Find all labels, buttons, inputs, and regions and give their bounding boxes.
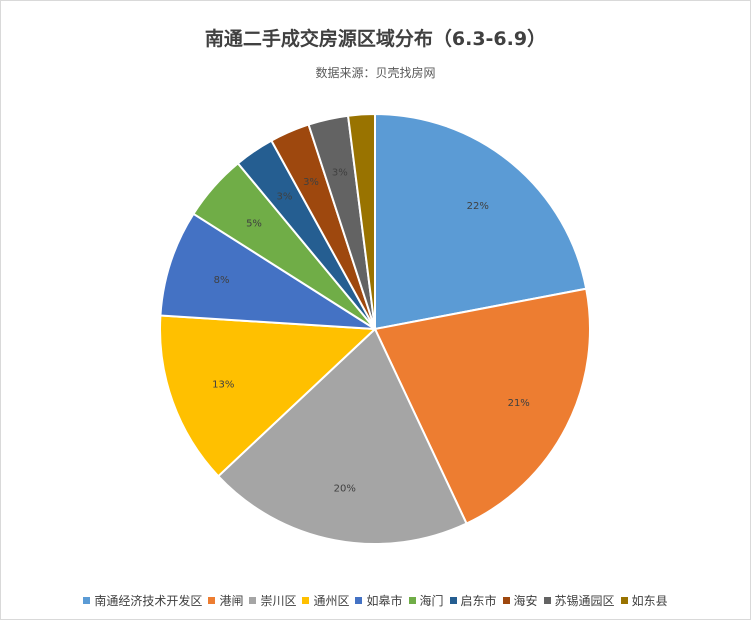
data-label: 3% — [303, 177, 319, 188]
legend-swatch — [355, 597, 363, 604]
data-label: 22% — [467, 201, 489, 212]
data-label: 5% — [246, 218, 262, 229]
legend-swatch — [408, 597, 416, 604]
legend-swatch — [302, 597, 310, 604]
legend-item: 通州区 — [302, 592, 349, 609]
data-label: 3% — [332, 168, 348, 179]
legend-label: 海安 — [513, 594, 538, 608]
legend-label: 如东县 — [631, 594, 668, 608]
legend-swatch — [449, 597, 457, 604]
legend-label: 苏锡通园区 — [554, 594, 615, 608]
legend-swatch — [543, 597, 551, 604]
legend-label: 通州区 — [313, 594, 350, 608]
legend-label: 南通经济技术开发区 — [94, 594, 203, 608]
data-label: 13% — [212, 380, 234, 391]
legend-item: 海安 — [502, 592, 538, 609]
chart-title: 南通二手成交房源区域分布（6.3-6.9） — [204, 28, 547, 50]
legend-swatch — [208, 597, 216, 604]
pie-slice — [159, 212, 376, 330]
data-label: 3% — [276, 192, 292, 203]
legend-label: 港闸 — [219, 594, 244, 608]
legend-item: 苏锡通园区 — [543, 592, 615, 609]
pie-slice — [346, 112, 376, 330]
data-label: 20% — [334, 483, 356, 494]
legend-swatch — [249, 597, 257, 604]
chart-subtitle: 数据来源：贝壳找房网 — [315, 66, 436, 80]
legend-item: 海门 — [408, 592, 444, 609]
pie-slice — [216, 327, 468, 546]
legend-label: 崇川区 — [260, 594, 297, 608]
legend-swatch — [620, 597, 628, 604]
legend-swatch — [83, 597, 91, 604]
legend-item: 启东市 — [449, 592, 497, 609]
legend-item: 如东县 — [620, 592, 668, 609]
legend-label: 启东市 — [460, 594, 497, 608]
data-label: 8% — [214, 275, 230, 286]
pie-slice — [374, 112, 588, 331]
pie-slice — [159, 314, 378, 478]
legend-item: 崇川区 — [249, 592, 296, 609]
data-label: 21% — [508, 398, 530, 409]
legend-item: 港闸 — [208, 592, 243, 609]
pie-slice — [373, 287, 591, 525]
legend-item: 如皋市 — [355, 592, 403, 609]
legend-swatch — [502, 597, 510, 604]
legend-label: 如皋市 — [366, 594, 403, 608]
legend: 南通经济技术开发区 港闸 崇川区 通州区 如皋市 海门 启东市 海安 苏锡通园区 如东县 — [0, 592, 751, 609]
legend-item: 南通经济技术开发区 — [83, 592, 202, 609]
legend-label: 海门 — [419, 594, 444, 608]
